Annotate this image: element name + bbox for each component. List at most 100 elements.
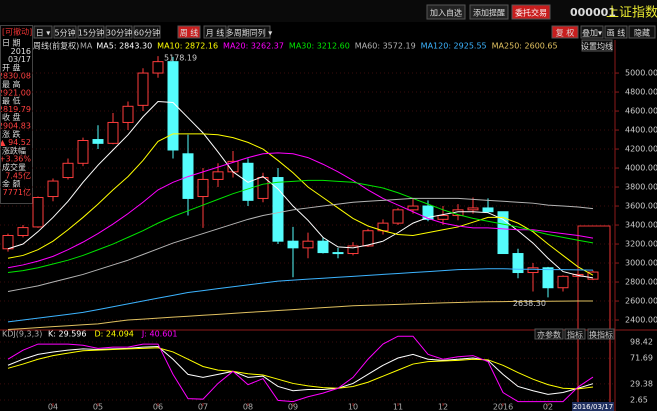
y-tick-label: 4200.00 — [625, 145, 657, 154]
y-tick-label: 4000.00 — [625, 164, 657, 173]
tool-button-bg[interactable] — [580, 25, 604, 39]
period-tab[interactable]: 15分钟 — [78, 28, 104, 38]
low-annotation: 2638.30 — [513, 299, 546, 308]
period-tab[interactable]: 5分钟 — [54, 28, 75, 38]
ma-setting[interactable]: 设置均线 — [581, 41, 613, 51]
period-tab-bg[interactable] — [77, 25, 105, 39]
candle-body — [467, 207, 479, 211]
candle-body — [257, 177, 269, 199]
legend-entry: MA30: 3212.60 — [289, 42, 350, 51]
cursor-date: 2016/03/17 — [573, 403, 613, 411]
indicator-button[interactable]: 亦参数 — [537, 330, 561, 340]
tool-button-bg[interactable] — [604, 25, 628, 39]
sidebar-tag: [可撤动] — [2, 27, 32, 37]
period-tab[interactable]: 多周期同列 ▾ — [226, 28, 273, 38]
period-tab-bg[interactable] — [203, 25, 227, 39]
candle-body — [407, 205, 419, 211]
y-tick-label: 3200.00 — [625, 240, 657, 249]
header-button-bg[interactable] — [426, 4, 466, 20]
y-tick-label: 2800.00 — [625, 278, 657, 287]
candle-body — [77, 139, 89, 164]
tool-button[interactable]: 画 线 — [607, 28, 626, 38]
cursor-date-bg — [572, 402, 614, 411]
indicator-button-bg[interactable] — [564, 328, 586, 340]
y-tick-label: 4400.00 — [625, 126, 657, 135]
indicator-button[interactable]: 换指标 — [589, 330, 613, 340]
selection-box — [577, 225, 611, 409]
candle-body — [212, 171, 224, 180]
tool-button[interactable]: 叠加▾ — [582, 28, 602, 38]
tool-button-bg[interactable] — [628, 25, 656, 39]
period-tab-bg[interactable] — [133, 25, 161, 39]
period-tab[interactable]: 周 线 — [180, 28, 199, 38]
period-tab[interactable]: 30分钟 — [106, 28, 132, 38]
legend-entry: K: 29.596 — [48, 330, 86, 339]
ma-line — [7, 101, 594, 279]
y-tick-label: 3000.00 — [625, 259, 657, 268]
sidebar-label: 日 期 — [2, 39, 21, 48]
period-tab-bg[interactable] — [105, 25, 133, 39]
x-tick-label: 12 — [438, 403, 448, 411]
candle-body — [392, 209, 404, 224]
candle-body — [347, 245, 359, 255]
sidebar-value: 7771亿 — [3, 187, 31, 197]
indicator-button-bg[interactable] — [534, 328, 564, 340]
candle-body — [197, 178, 209, 198]
ma-line — [7, 197, 594, 293]
tool-button[interactable]: 复 权 — [556, 28, 575, 38]
candle-body — [107, 121, 119, 144]
legend-entry: MA10: 2872.16 — [157, 42, 218, 51]
period-tab[interactable]: 月 线 — [206, 28, 225, 38]
stock-code: 000001 — [570, 6, 616, 19]
indicator-button-bg[interactable] — [587, 328, 615, 340]
candle-body — [122, 105, 134, 123]
y-tick-label: 2600.00 — [625, 297, 657, 306]
period-tab[interactable]: 日 ▾ — [36, 29, 51, 38]
legend-entry: MA20: 3262.37 — [223, 42, 284, 51]
y-tick-label: 29.38 — [630, 379, 653, 388]
y-tick-label: 71.69 — [630, 354, 653, 363]
period-tab-bg[interactable] — [33, 25, 53, 39]
x-tick-label: 2016 — [493, 403, 513, 411]
x-tick-label: 08 — [243, 403, 253, 411]
period-tab-bg[interactable] — [177, 25, 201, 39]
candle-body — [542, 267, 554, 289]
x-tick-label: 09 — [288, 403, 298, 411]
x-tick-label: 05 — [93, 403, 103, 411]
candle-body — [302, 240, 314, 249]
y-tick-label: 3600.00 — [625, 202, 657, 211]
sidebar-value: 2819.79 — [0, 105, 31, 114]
header-button-bg[interactable] — [469, 4, 509, 20]
legend-entry: MA60: 3572.19 — [355, 42, 416, 51]
x-tick-label: 06 — [153, 403, 163, 411]
y-tick-label: 3400.00 — [625, 221, 657, 230]
sidebar-value: 7.45亿 — [5, 170, 31, 180]
sidebar-label: 金 额 — [2, 179, 21, 189]
period-tab-bg[interactable] — [227, 25, 271, 39]
header-button-bg[interactable] — [511, 4, 551, 20]
sidebar-label: 开 盘 — [2, 62, 21, 72]
candle-body — [2, 234, 14, 250]
indicator-button[interactable]: 指标 — [567, 330, 583, 340]
tool-button[interactable]: 隐藏 — [634, 28, 650, 38]
candle-body — [497, 211, 509, 255]
candle-body — [482, 207, 494, 213]
period-tab[interactable]: 60分钟 — [134, 28, 160, 38]
candle-body — [167, 61, 179, 151]
kdj-line — [7, 335, 594, 403]
header-button[interactable]: 委托交易 — [515, 8, 547, 18]
y-tick-label: 3800.00 — [625, 183, 657, 192]
y-tick-label: 2400.00 — [625, 316, 657, 325]
candle-body — [32, 196, 44, 228]
x-tick-label: 07 — [198, 403, 208, 411]
kdj-line — [7, 345, 594, 395]
header-button[interactable]: 加入自选 — [430, 8, 462, 18]
candle-body — [287, 240, 299, 249]
period-tab-bg[interactable] — [53, 25, 77, 39]
tool-button-bg[interactable] — [551, 25, 579, 39]
header-button[interactable]: 添加提醒 — [473, 8, 505, 18]
ma-line — [7, 133, 594, 276]
candle-body — [47, 180, 59, 198]
ma-setting-bg[interactable] — [581, 39, 613, 52]
